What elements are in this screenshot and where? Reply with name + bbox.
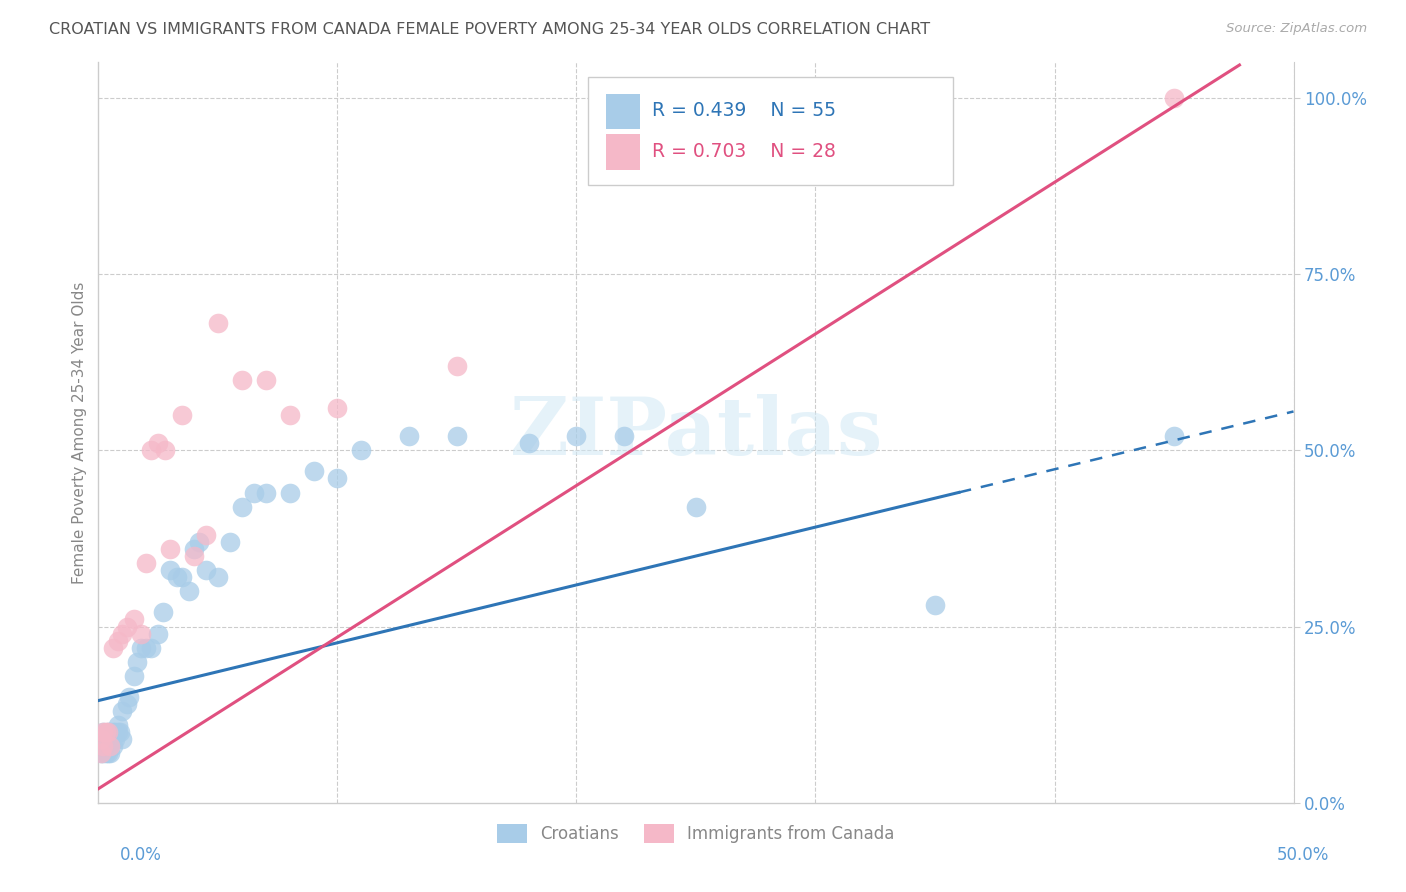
Point — [90, 739, 112, 754]
Point — [90, 747, 112, 761]
Point — [139, 640, 162, 655]
Point — [924, 599, 946, 613]
Point — [90, 732, 112, 747]
Point — [183, 549, 205, 563]
Point — [107, 725, 129, 739]
Point — [207, 316, 229, 330]
Point — [104, 725, 127, 739]
Point — [124, 669, 146, 683]
Point — [107, 718, 129, 732]
FancyBboxPatch shape — [589, 78, 953, 185]
Text: R = 0.439    N = 55: R = 0.439 N = 55 — [652, 101, 835, 120]
Point — [94, 732, 117, 747]
Point — [613, 429, 636, 443]
Point — [195, 563, 218, 577]
Point — [124, 612, 146, 626]
Text: 50.0%: 50.0% — [1277, 846, 1329, 863]
Point — [183, 541, 205, 556]
Point — [1163, 91, 1185, 105]
Point — [148, 626, 170, 640]
Point — [97, 747, 120, 761]
Point — [108, 725, 131, 739]
Point — [148, 436, 170, 450]
Bar — [606, 135, 640, 169]
Point — [195, 528, 218, 542]
Point — [91, 725, 114, 739]
Point — [231, 500, 253, 514]
Point — [243, 485, 266, 500]
Point — [111, 704, 134, 718]
Point — [97, 725, 120, 739]
Point — [101, 725, 124, 739]
Point — [517, 436, 540, 450]
Point — [685, 500, 707, 514]
Point — [135, 640, 157, 655]
Point — [159, 541, 181, 556]
Point — [118, 690, 141, 704]
Point — [326, 401, 349, 415]
Point — [135, 556, 157, 570]
Point — [254, 485, 277, 500]
Point — [155, 443, 177, 458]
Point — [159, 563, 181, 577]
Point — [131, 626, 153, 640]
Point — [94, 725, 117, 739]
Legend: Croatians, Immigrants from Canada: Croatians, Immigrants from Canada — [491, 817, 901, 850]
Point — [565, 429, 588, 443]
Text: 0.0%: 0.0% — [120, 846, 162, 863]
Point — [101, 640, 124, 655]
Text: CROATIAN VS IMMIGRANTS FROM CANADA FEMALE POVERTY AMONG 25-34 YEAR OLDS CORRELAT: CROATIAN VS IMMIGRANTS FROM CANADA FEMAL… — [49, 22, 931, 37]
Point — [231, 373, 253, 387]
Text: ZIPatlas: ZIPatlas — [510, 393, 882, 472]
Point — [125, 655, 148, 669]
Point — [187, 535, 209, 549]
Point — [172, 570, 194, 584]
Point — [91, 739, 114, 754]
Point — [219, 535, 242, 549]
Point — [90, 732, 112, 747]
Point — [101, 739, 124, 754]
Point — [104, 732, 127, 747]
Point — [115, 697, 138, 711]
Point — [91, 725, 114, 739]
Point — [90, 747, 112, 761]
Point — [139, 443, 162, 458]
Point — [97, 739, 120, 754]
Point — [179, 584, 201, 599]
Y-axis label: Female Poverty Among 25-34 Year Olds: Female Poverty Among 25-34 Year Olds — [72, 282, 87, 583]
Point — [115, 619, 138, 633]
Point — [278, 485, 301, 500]
Point — [446, 429, 468, 443]
Point — [207, 570, 229, 584]
Point — [350, 443, 373, 458]
Point — [302, 464, 325, 478]
Point — [172, 408, 194, 422]
Point — [111, 732, 134, 747]
Point — [152, 606, 174, 620]
Text: R = 0.703    N = 28: R = 0.703 N = 28 — [652, 142, 835, 161]
Point — [94, 747, 117, 761]
Point — [98, 725, 122, 739]
Point — [131, 640, 153, 655]
Point — [98, 747, 122, 761]
Point — [91, 739, 114, 754]
Point — [446, 359, 468, 373]
Point — [98, 739, 122, 754]
Point — [326, 471, 349, 485]
Point — [254, 373, 277, 387]
Point — [111, 626, 134, 640]
Point — [166, 570, 188, 584]
Point — [398, 429, 420, 443]
Point — [97, 725, 120, 739]
Point — [91, 747, 114, 761]
Point — [278, 408, 301, 422]
Point — [107, 633, 129, 648]
Bar — [606, 94, 640, 129]
Point — [1163, 429, 1185, 443]
Text: Source: ZipAtlas.com: Source: ZipAtlas.com — [1226, 22, 1367, 36]
